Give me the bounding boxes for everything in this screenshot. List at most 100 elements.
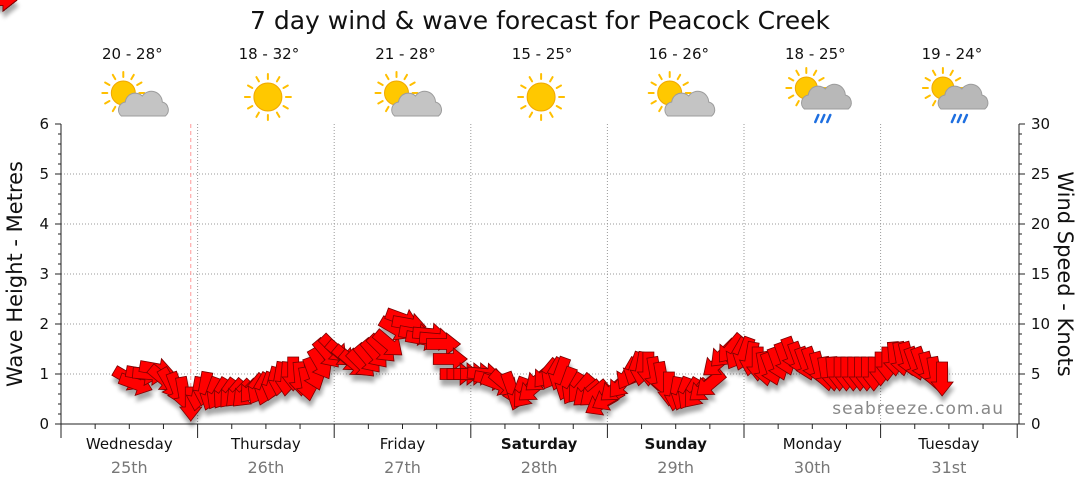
axes: 0 1 2 3 4 5 6 0 5 10 15 20 25 30 [39,115,1050,438]
wind-arrows [0,0,954,422]
sun-ray [795,99,800,107]
day-date-label: 28th [521,458,558,477]
x-axis-day-labels: Wednesday 25th Thursday 26th Friday 27th Satur… [86,435,980,477]
rain-shower-icon [785,67,852,124]
sun-ray [403,73,408,81]
sun-ray [818,77,825,82]
sun-ray [931,69,937,77]
day-temperature-range: 20 - 28° [102,45,163,63]
chart-title: 7 day wind & wave forecast for Peacock C… [250,6,831,35]
sun-ray [377,100,384,105]
y-right-tick-label: 30 [1031,115,1050,133]
sun-ray [255,111,260,118]
day-date-label: 31st [931,458,966,477]
sun-ray [104,81,111,86]
sun-ray [812,69,818,77]
sun-ray [275,76,281,83]
partly-cloudy-icon [647,71,716,117]
cloud-shape [391,90,442,117]
y-left-tick-label: 1 [39,365,49,383]
daily-weather-row: 20 - 28° 18 - 32° 21 - 28° 15 - 25° 16 - 26°… [101,45,989,124]
sun-ray [377,81,384,86]
wind-arrow [0,0,18,12]
cloud-shape [117,90,169,117]
rain-drop [956,113,963,124]
day-temperature-range: 21 - 28° [375,45,436,63]
sun-ray [136,81,143,86]
sun-ray [924,77,931,82]
day-date-label: 30th [794,458,831,477]
rain-shower-icon [921,67,989,124]
sun-ray [520,84,527,89]
day-date-label: 27th [384,458,421,477]
cloud-shape [937,83,989,110]
sun-ray [528,111,534,118]
rain-drop [820,113,826,124]
sunny-icon [243,73,292,121]
sun-ray [676,73,682,81]
sun-ray [275,111,281,118]
sun-ray [409,81,416,86]
sun-disc [253,82,283,112]
y-left-tick-label: 6 [39,115,49,133]
day-temperature-range: 16 - 26° [648,45,709,63]
y-axis-left-label: Wave Height - Metres [3,161,27,387]
day-date-label: 29th [657,458,694,477]
sun-ray [255,76,260,83]
y-left-tick-label: 3 [39,265,49,283]
sun-ray [555,84,563,89]
rain-drop [826,113,832,124]
rain-drop [950,113,957,124]
sun-ray [555,105,563,110]
y-right-tick-label: 25 [1031,165,1050,183]
sun-ray [282,84,289,89]
cloud-shape [800,83,852,110]
y-left-tick-label: 5 [39,165,49,183]
y-right-tick-label: 10 [1031,315,1050,333]
day-temperature-range: 15 - 25° [512,45,573,63]
sun-ray [385,105,390,113]
sun-ray [954,77,962,82]
sun-ray [650,100,657,105]
sun-ray [104,100,111,105]
watermark: seabreeze.com.au [832,399,1004,419]
day-temperature-range: 18 - 25° [785,45,846,63]
sun-ray [949,69,954,77]
y-right-tick-label: 20 [1031,215,1050,233]
sun-ray [130,73,135,81]
sun-ray [111,105,117,113]
sun-ray [931,99,937,107]
sun-ray [924,94,931,99]
y-right-tick-label: 0 [1031,415,1041,433]
sun-ray [246,84,254,89]
sun-ray [246,105,254,110]
day-name-label: Monday [783,435,842,453]
y-left-tick-label: 0 [39,415,49,433]
sunny-icon [517,73,566,121]
rain-drop [814,113,820,124]
sun-ray [111,73,117,81]
sun-ray [385,73,390,81]
rain-drop [962,113,969,124]
sun-ray [520,105,527,110]
sun-ray [795,69,800,77]
sun-ray [658,73,663,81]
sun-ray [650,81,657,86]
sun-ray [282,105,289,110]
y-axis-right-label: Wind Speed - Knots [1053,171,1077,376]
cloud-shape [664,90,716,117]
y-left-tick-label: 2 [39,315,49,333]
partly-cloudy-icon [101,71,169,117]
day-name-label: Thursday [230,435,301,453]
day-temperature-range: 19 - 24° [922,45,983,63]
y-right-tick-label: 15 [1031,265,1050,283]
sun-ray [549,76,554,83]
partly-cloudy-icon [374,71,442,117]
wind-arrow [930,361,954,397]
day-name-label: Friday [380,435,426,453]
sun-ray [549,111,554,118]
sun-ray [787,77,795,82]
day-name-label: Sunday [645,435,708,453]
